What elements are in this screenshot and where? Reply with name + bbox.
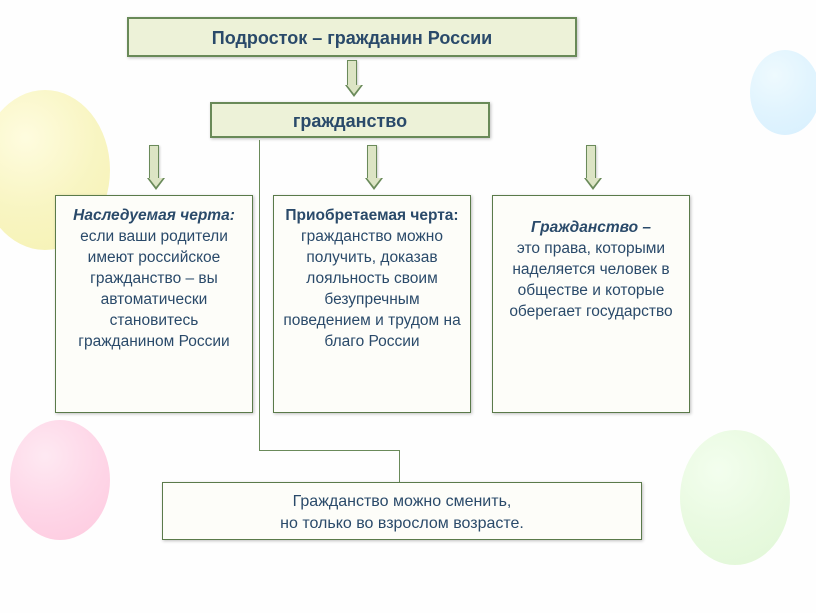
connector-horiz xyxy=(259,450,399,451)
card-acquired: Приобретаемая черта: гражданство можно п… xyxy=(273,195,471,413)
balloon-green xyxy=(680,430,790,565)
subtitle-box: гражданство xyxy=(210,102,490,138)
balloon-blue xyxy=(750,50,816,135)
card-body: гражданство можно получить, доказав лоял… xyxy=(280,227,464,353)
card-definition: Гражданство – это права, которыми наделя… xyxy=(492,195,690,413)
card-body: это права, которыми наделяется человек в… xyxy=(499,239,683,323)
connector-vert2 xyxy=(399,450,400,482)
subtitle-text: гражданство xyxy=(293,111,407,131)
title-text: Подросток – гражданин России xyxy=(212,28,492,48)
connector-vert1 xyxy=(259,140,260,450)
balloon-pink xyxy=(10,420,110,540)
arrow-title-to-sub xyxy=(345,60,359,97)
card-heading: Наследуемая черта: xyxy=(62,206,246,227)
bottom-note: Гражданство можно сменить, но только во … xyxy=(162,482,642,540)
title-box: Подросток – гражданин России xyxy=(127,17,577,57)
card-heading: Гражданство – xyxy=(499,218,683,239)
arrow-sub-to-c2 xyxy=(365,145,379,190)
bottom-text: Гражданство можно сменить, но только во … xyxy=(169,491,635,534)
card-inherited: Наследуемая черта: если ваши родители им… xyxy=(55,195,253,413)
card-body: если ваши родители имеют российское граж… xyxy=(62,227,246,353)
arrow-sub-to-c1 xyxy=(147,145,161,190)
arrow-sub-to-c3 xyxy=(584,145,598,190)
card-heading: Приобретаемая черта: xyxy=(280,206,464,227)
